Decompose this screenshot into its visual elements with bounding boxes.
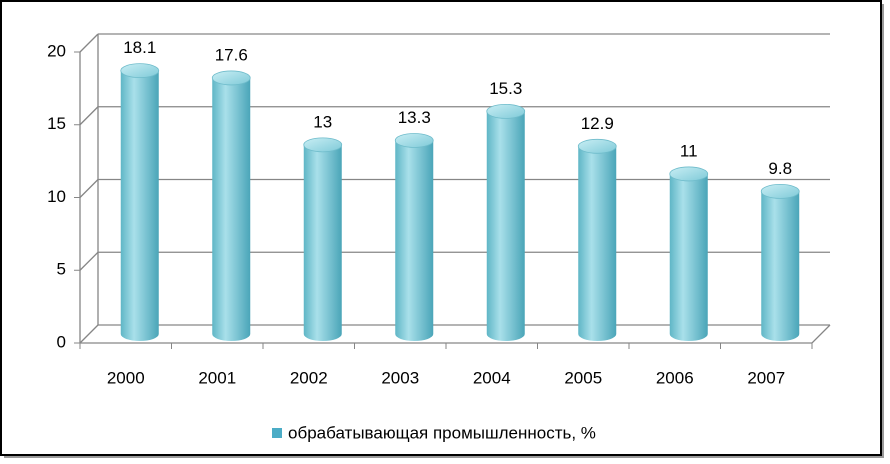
x-tick-label: 2004 (473, 368, 511, 387)
bar (669, 173, 708, 341)
data-label: 13 (313, 112, 332, 131)
x-tick-label: 2000 (107, 368, 145, 387)
grid-depth (79, 251, 99, 271)
y-tick-label: 5 (57, 260, 66, 279)
bar-top (303, 137, 343, 153)
legend-label: обрабатывающая промышленность, % (288, 423, 596, 442)
data-label: 17.6 (215, 45, 248, 64)
x-tick-label: 2006 (656, 368, 694, 387)
grid-depth (79, 324, 99, 344)
y-tick-label: 20 (47, 41, 66, 60)
bar (395, 140, 434, 341)
bar-top (486, 103, 526, 119)
bar (486, 111, 525, 341)
data-label: 11 (680, 141, 698, 160)
bar-top (669, 166, 709, 182)
bar (120, 70, 159, 341)
x-tick-label: 2003 (381, 368, 419, 387)
y-tick-label: 15 (47, 114, 66, 133)
bar-top (394, 133, 434, 148)
x-tick-label: 2002 (290, 368, 328, 387)
grid-depth (79, 33, 99, 53)
bar (303, 144, 342, 341)
bar (212, 77, 251, 342)
y-tick-label: 0 (57, 332, 66, 351)
data-label: 13.3 (398, 108, 431, 127)
data-label: 9.8 (768, 159, 792, 178)
bar (761, 191, 800, 341)
data-label: 12.9 (581, 114, 614, 133)
bar-top (760, 184, 800, 199)
bar-top (577, 138, 617, 154)
y-tick-label: 10 (47, 187, 66, 206)
x-tick-label: 2007 (747, 368, 785, 387)
grid-depth (79, 179, 99, 198)
x-tick-label: 2005 (564, 368, 602, 387)
data-label: 15.3 (489, 79, 522, 98)
bar-top (120, 63, 160, 79)
bar (578, 146, 617, 341)
x-tick-label: 2001 (198, 368, 236, 387)
grid-depth (79, 106, 99, 126)
bar-top (211, 70, 251, 86)
legend-swatch (272, 428, 282, 438)
data-label: 18.1 (123, 38, 156, 57)
